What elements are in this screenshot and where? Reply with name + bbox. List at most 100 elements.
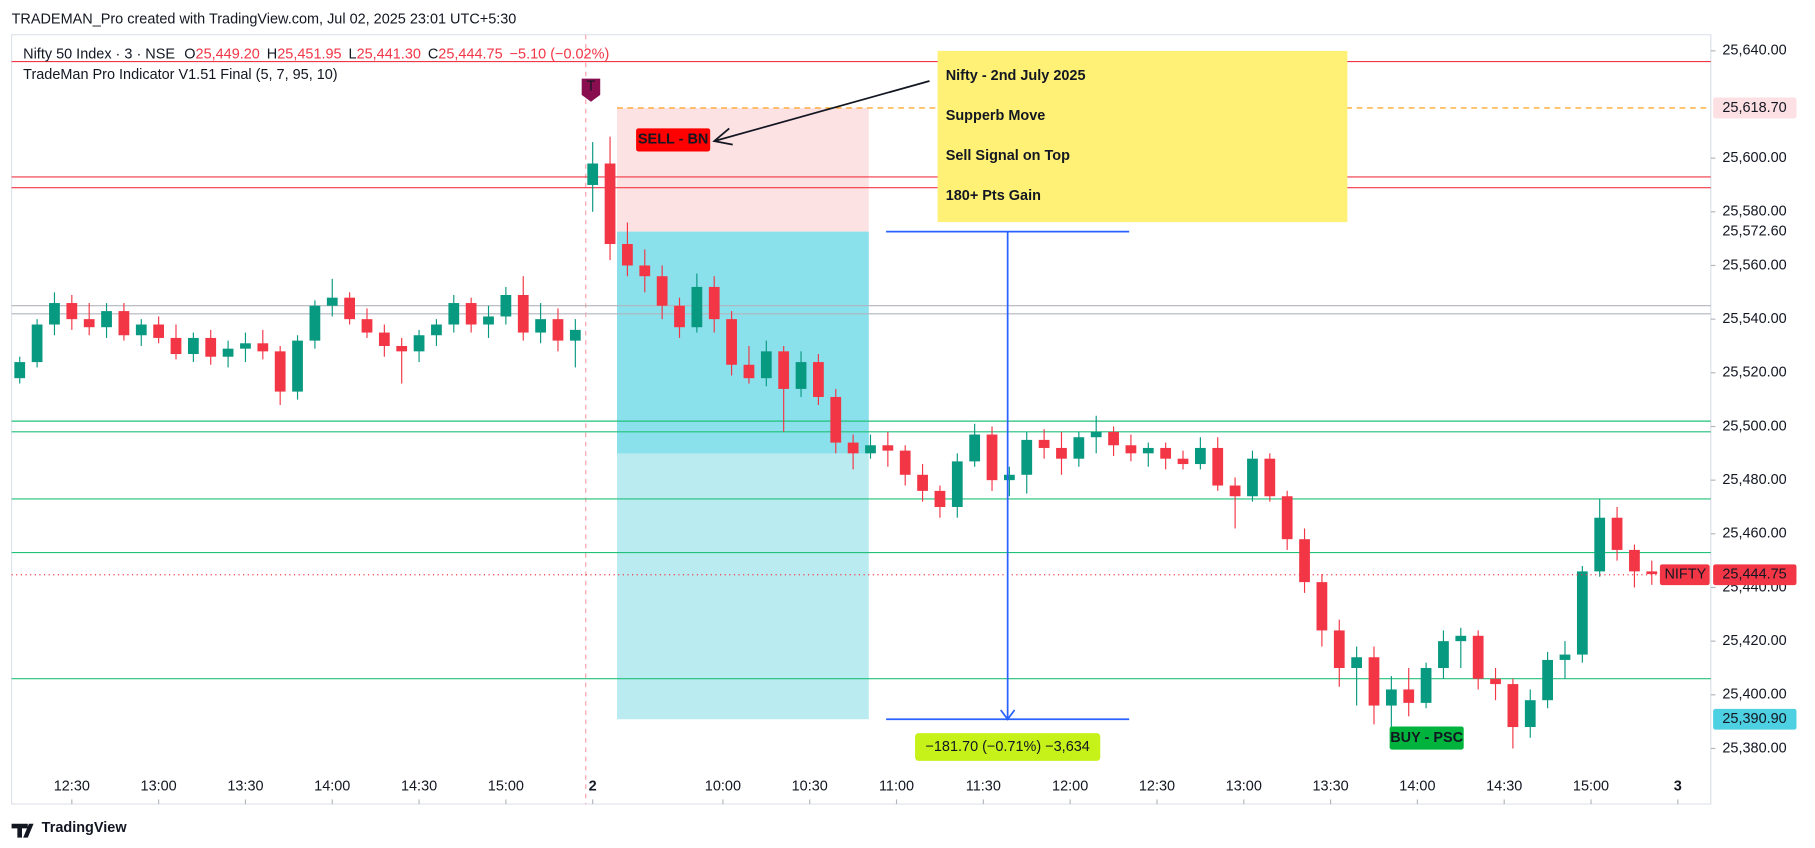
y-tick-label: 25,560.00 [1722,257,1786,273]
candle-body [378,332,390,346]
candle-body [865,445,876,454]
x-tick-label: 14:30 [1486,778,1522,794]
indicator-name: TradeMan Pro Indicator V1.51 Final (5, 7… [23,67,337,83]
candle-body [431,324,442,336]
x-tick-label: 3 [1674,778,1682,794]
candle-body [1316,582,1328,631]
candle-body [1247,458,1258,497]
candle-body [1194,447,1206,465]
candle-body [1090,431,1102,438]
candle-body [951,461,963,507]
candle-body [1611,517,1623,550]
candle-body [1559,654,1571,660]
change: −5.10 (−0.02%) [510,46,610,62]
candle-body [1542,659,1553,701]
x-tick-label: 11:30 [966,778,1001,794]
ohlc: O25,449.20 H25,451.95 L25,441.30 C25,444.75 [184,46,502,62]
plot-layer: 25,380.0025,400.0025,420.0025,440.0025,4… [11,34,1797,805]
candle-body [830,396,842,443]
candle-body [708,286,720,320]
candle-body [1142,447,1154,454]
y-tick-label: 25,380.00 [1722,740,1786,756]
candle-body [1507,684,1519,728]
ohlc-key: L [349,46,357,62]
candle-body [1472,635,1484,679]
candle-body [1629,549,1640,572]
price-label-box [1713,97,1797,119]
x-tick-label: 14:00 [314,778,350,794]
x-tick-label: 12:30 [1139,778,1175,794]
candle-body [604,163,616,245]
x-tick-label: 13:00 [141,778,177,794]
x-tick-label: 10:30 [792,778,828,794]
candle-body [1299,539,1310,583]
candle-body [813,362,824,397]
candle-body [1004,474,1015,481]
candle-body [1021,439,1033,475]
y-tick-label: 25,420.00 [1722,633,1786,649]
candle-body [274,351,286,392]
candle-body [344,297,356,320]
candle-body [1455,635,1467,642]
candle-body [639,265,651,277]
progress-zone [616,231,869,454]
annotation-line: 180+ Pts Gain [946,188,1041,204]
candle-body [899,450,911,475]
last-price-box [1713,564,1797,586]
candle-body [83,319,95,328]
price-label: 25,618.70 [1722,100,1786,116]
candle-body [1490,678,1501,685]
y-tick-label: 25,400.00 [1722,687,1786,703]
candle-body [622,244,633,266]
legend-line: Nifty 50 Index · 3 · NSE O25,449.20 H25,45… [23,46,609,62]
candle-body [361,319,373,333]
candle-body [1229,485,1241,497]
overlay-layer: Nifty 50 Index · 3 · NSE O25,449.20 H25,45… [11,46,1348,838]
x-tick-label: 13:00 [1226,778,1262,794]
candle-body [66,303,78,320]
candle-body [1108,431,1119,446]
candle-body [1264,458,1276,497]
candle-body [1056,447,1067,459]
x-tick-label: 15:00 [488,778,524,794]
candle-body [1177,458,1189,465]
ohlc-value: 25,444.75 [438,46,502,62]
candle-body [257,343,269,352]
candle-body [413,335,425,352]
candle-body [587,163,599,185]
candle-body [483,316,494,325]
y-tick-label: 25,500.00 [1722,418,1786,434]
candle-body [1646,571,1658,575]
candle-body [1333,630,1345,668]
annotation-box [937,50,1348,223]
signal-box [1389,726,1464,750]
last-price-label: 25,444.75 [1722,567,1786,583]
ohlc-value: 25,441.30 [357,46,421,62]
candle-body [535,319,546,333]
candle-body [778,351,790,389]
annotation-line: Supperb Move [946,108,1046,124]
x-tick-label: 14:30 [401,778,437,794]
candle-body [882,445,894,451]
candle-body [1524,700,1536,728]
candle-body [1438,641,1449,668]
x-tick-label: 13:30 [1312,778,1348,794]
trade-marker-label: T [587,79,596,95]
candle-body [795,362,807,389]
candle-body [118,311,130,336]
measure-label: −181.70 (−0.71%) −3,634 [925,739,1089,755]
trade-marker [581,78,601,102]
x-tick-label: 10:00 [705,778,741,794]
stop-zone [616,107,869,232]
candle-body [205,337,217,357]
candle-body [1351,657,1363,668]
price-label-box [1713,708,1797,730]
price-label-box [1713,221,1797,243]
candle-body [1038,439,1050,448]
signal-label: BUY - PSC [1390,730,1463,746]
candle-body [465,303,477,325]
y-tick-label: 25,520.00 [1722,365,1786,381]
candle-body [969,434,981,462]
candle-body [1368,657,1380,706]
